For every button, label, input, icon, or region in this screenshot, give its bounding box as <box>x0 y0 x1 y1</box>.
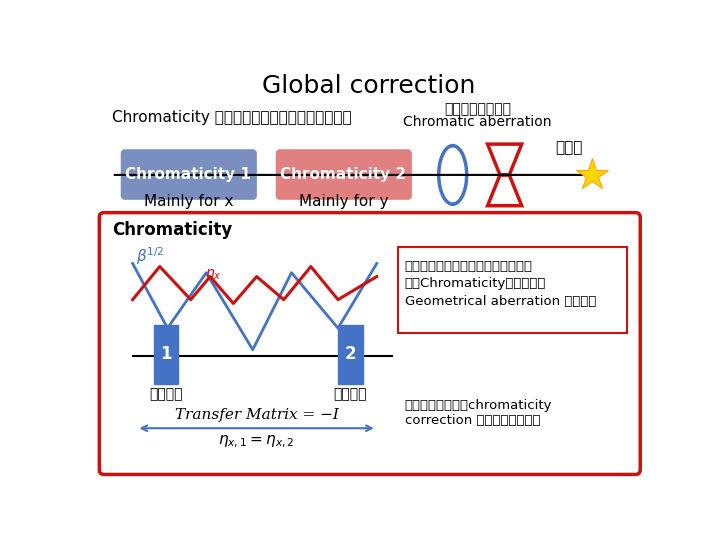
FancyBboxPatch shape <box>276 150 411 199</box>
Text: ６極磁石: ６極磁石 <box>333 387 367 401</box>
FancyBboxPatch shape <box>99 213 640 475</box>
Text: Chromaticity 1: Chromaticity 1 <box>125 167 251 183</box>
Text: 垂直、水平方向のchromaticity: 垂直、水平方向のchromaticity <box>405 399 552 411</box>
Text: Chromaticity のみを発生させる領域を別に作る: Chromaticity のみを発生させる領域を別に作る <box>112 110 351 125</box>
Text: Mainly for y: Mainly for y <box>299 194 388 210</box>
Text: Mainly for x: Mainly for x <box>144 194 233 210</box>
Text: Chromaticity 2: Chromaticity 2 <box>280 167 407 183</box>
Text: 衝突点: 衝突点 <box>555 140 582 156</box>
FancyBboxPatch shape <box>397 247 627 333</box>
Bar <box>338 325 363 383</box>
FancyBboxPatch shape <box>122 150 256 199</box>
Text: 2: 2 <box>345 345 356 363</box>
Text: Geometrical aberration は消える: Geometrical aberration は消える <box>405 295 596 308</box>
Text: 同じ強さの６極磁場を対称に置くこ: 同じ強さの６極磁場を対称に置くこ <box>405 260 533 273</box>
Text: 最終収束４極磁石: 最終収束４極磁石 <box>444 103 511 117</box>
Text: $\eta_{x,1} = \eta_{x,2}$: $\eta_{x,1} = \eta_{x,2}$ <box>218 434 295 450</box>
Text: Global correction: Global correction <box>262 75 476 98</box>
Text: Chromaticity: Chromaticity <box>112 221 232 239</box>
Bar <box>153 325 179 383</box>
Text: 1: 1 <box>160 345 171 363</box>
Text: ６極磁石: ６極磁石 <box>149 387 183 401</box>
Text: Chromatic aberration: Chromatic aberration <box>403 115 552 129</box>
Text: $\beta^{1/2}$: $\beta^{1/2}$ <box>137 245 165 267</box>
Text: correction のため、２組必要: correction のため、２組必要 <box>405 414 540 427</box>
Text: $\eta_x$: $\eta_x$ <box>204 267 221 282</box>
Text: とでChromaticity　を作り、: とでChromaticity を作り、 <box>405 277 546 290</box>
Text: Transfer Matrix = −I: Transfer Matrix = −I <box>175 408 338 422</box>
